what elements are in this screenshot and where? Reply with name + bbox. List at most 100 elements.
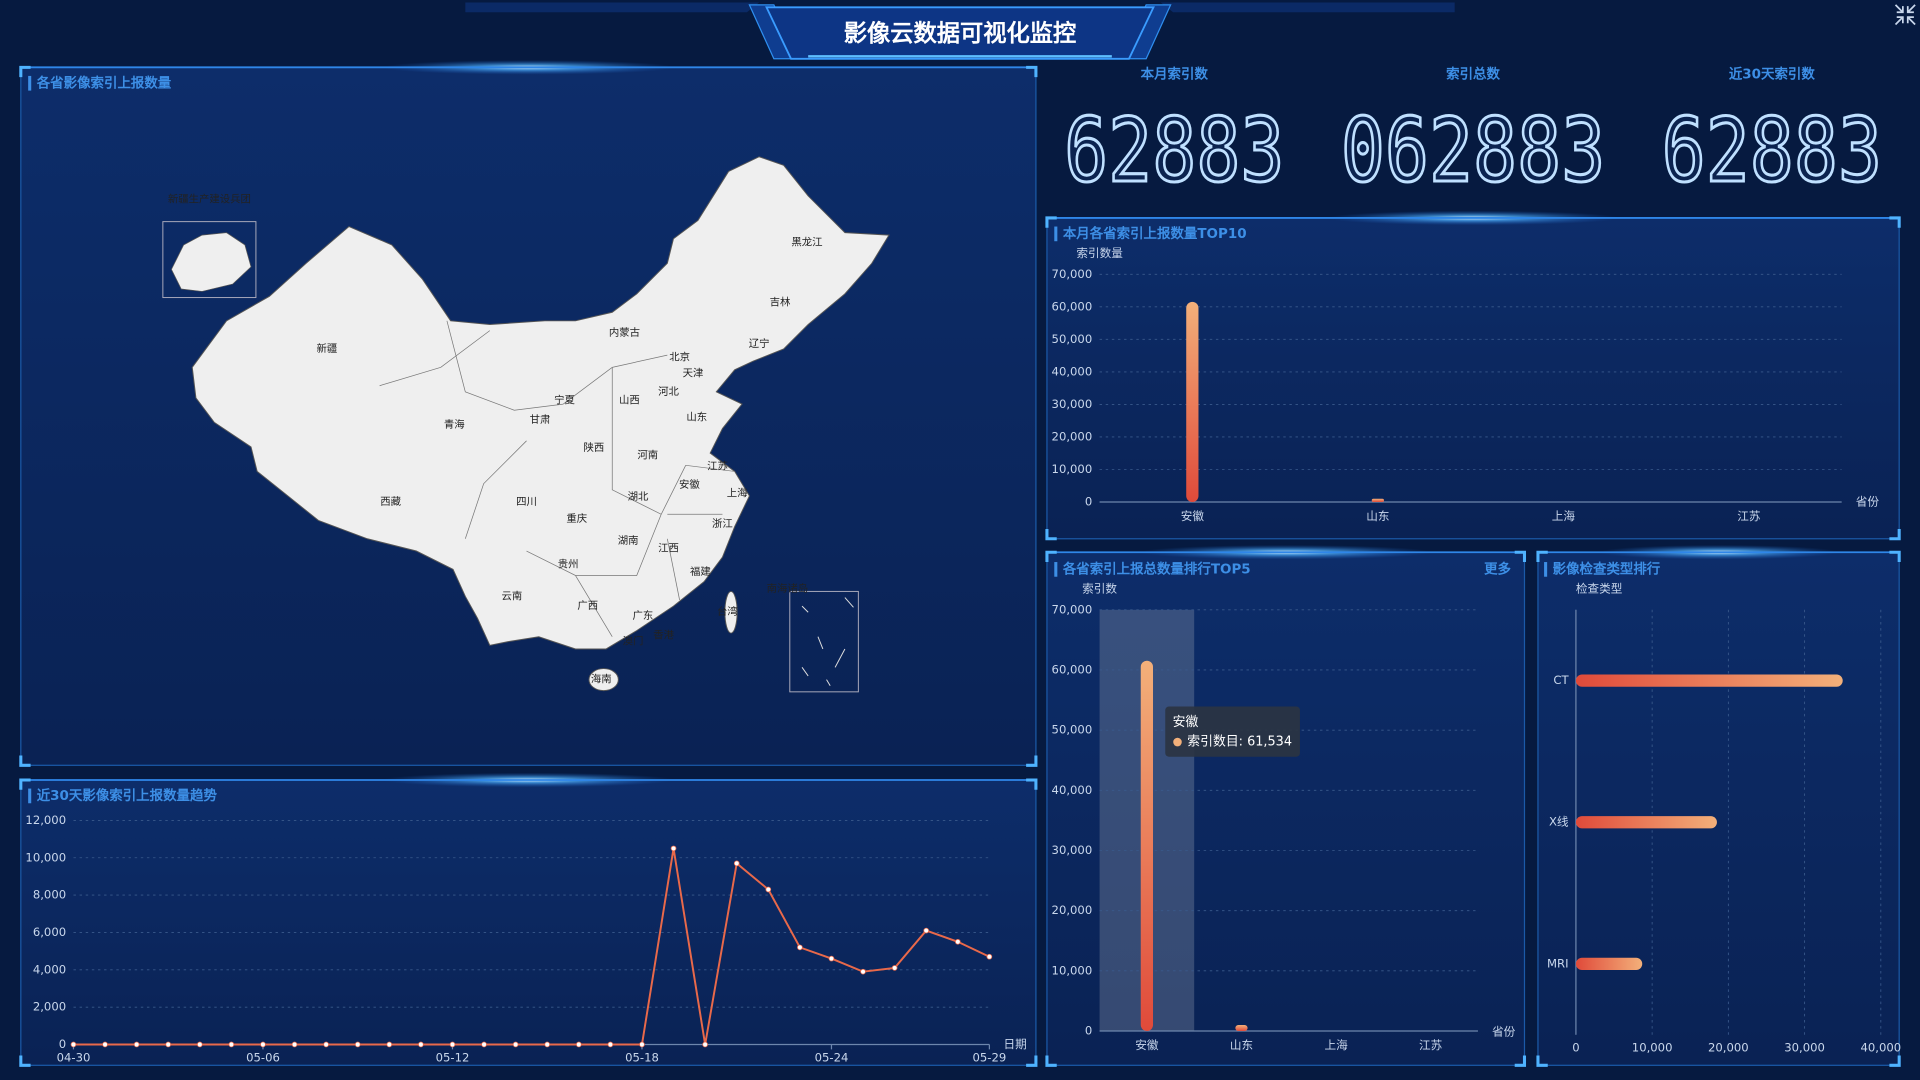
- data-point: [639, 1041, 645, 1048]
- province-label: 黑龙江: [791, 235, 822, 248]
- y-tick-label: 10,000: [1052, 963, 1093, 977]
- y-tick-label: MRI: [1547, 956, 1569, 970]
- x-tick-label: 30,000: [1784, 1041, 1825, 1055]
- province-label: 湖北: [628, 491, 649, 503]
- panel-title: 影像检查类型排行: [1553, 560, 1661, 577]
- panels: [19, 60, 1901, 1067]
- y-tick-label: 0: [59, 1037, 66, 1051]
- data-point: [70, 1041, 77, 1048]
- x-tick-label: 40,000: [1860, 1041, 1901, 1055]
- x-tick-label: 安徽: [1181, 509, 1205, 523]
- data-point: [165, 1041, 172, 1048]
- panel: [1537, 551, 1900, 1066]
- province-label: 云南: [501, 589, 522, 602]
- x-axis-name: 省份: [1856, 495, 1880, 509]
- x-tick-label: 安徽: [1135, 1038, 1159, 1052]
- province-label: 台湾: [717, 605, 738, 618]
- y-tick-label: 12,000: [25, 813, 66, 827]
- title-marker: [1054, 562, 1058, 577]
- panel: [20, 779, 1037, 1066]
- y-tick-label: 40,000: [1052, 364, 1093, 378]
- kpi-value: 062883: [1341, 99, 1605, 202]
- y-tick-label: 20,000: [1052, 903, 1093, 917]
- charts: 各省影像索引上报数量 本月索引数 62883 索引总数 062883 近30天索引数 628…: [25, 66, 1901, 1065]
- data-point: [765, 886, 772, 893]
- x-tick-label: 山东: [1366, 509, 1389, 523]
- province-label: 浙江: [712, 518, 733, 530]
- x-tick-label: 江苏: [1419, 1038, 1443, 1052]
- province-label: 辽宁: [749, 337, 770, 350]
- tooltip-text: 索引数目: 61,534: [1187, 735, 1292, 750]
- bar: [1140, 660, 1154, 1032]
- province-label: 四川: [516, 496, 537, 508]
- y-tick-label: X线: [1549, 815, 1569, 829]
- data-point: [923, 927, 930, 934]
- y-tick-label: 60,000: [1052, 662, 1093, 676]
- y-tick-label: 20,000: [1052, 429, 1093, 443]
- province-label: 海南: [591, 673, 612, 686]
- province-label: 广东: [632, 609, 653, 622]
- y-tick-label: CT: [1553, 673, 1569, 687]
- x-tick-label: 05-24: [815, 1050, 849, 1064]
- tooltip-dot: [1173, 737, 1182, 747]
- province-label: 山东: [686, 411, 707, 424]
- data-point: [418, 1041, 424, 1048]
- data-point: [449, 1041, 456, 1048]
- y-tick-label: 70,000: [1052, 267, 1093, 281]
- header-plate: [765, 6, 1155, 60]
- bar: [1575, 674, 1843, 687]
- inset-box: [162, 221, 257, 299]
- bar: [1575, 816, 1717, 829]
- more-link[interactable]: 更多: [1484, 560, 1511, 577]
- province-label: 湖南: [618, 534, 639, 547]
- panel-title: 各省影像索引上报数量: [36, 74, 172, 91]
- header: 影像云数据可视化监控: [465, 2, 1455, 60]
- data-point: [102, 1041, 108, 1048]
- x-tick-label: 上海: [1552, 509, 1576, 523]
- y-tick-label: 6,000: [33, 925, 66, 939]
- data-point: [544, 1041, 551, 1048]
- data-point: [986, 953, 993, 960]
- panel-corner: [1045, 550, 1527, 1067]
- panel-title: 近30天影像索引上报数量趋势: [37, 787, 218, 804]
- x-tick-label: 0: [1572, 1041, 1579, 1055]
- data-point: [133, 1041, 140, 1048]
- data-point: [481, 1041, 487, 1048]
- trend-line: [73, 848, 990, 1046]
- province-label: 西藏: [380, 496, 401, 508]
- data-point: [512, 1041, 519, 1048]
- x-tick-label: 04-30: [57, 1050, 91, 1064]
- y-tick-label: 8,000: [33, 888, 66, 902]
- panel-title: 本月各省索引上报数量TOP10: [1063, 225, 1247, 242]
- province-label: 河北: [658, 386, 679, 398]
- fullscreen-toggle[interactable]: [1894, 4, 1916, 26]
- data-point: [860, 968, 866, 975]
- province-label: 天津: [683, 367, 704, 379]
- panel-title: 各省索引上报总数量排行TOP5: [1062, 560, 1251, 577]
- x-tick-label: 05-12: [436, 1050, 470, 1064]
- y-tick-label: 50,000: [1052, 332, 1093, 346]
- tooltip-box: [1165, 706, 1300, 757]
- data-point: [828, 955, 835, 962]
- province-label: 吉林: [770, 295, 791, 308]
- data-point: [670, 845, 677, 852]
- data-point: [291, 1041, 298, 1048]
- province-label: 新疆: [317, 342, 338, 355]
- page-title: 影像云数据可视化监控: [844, 20, 1077, 47]
- province-label: 江西: [658, 543, 679, 555]
- bar: [1371, 498, 1384, 503]
- title-marker: [28, 75, 32, 91]
- y-tick-label: 70,000: [1052, 602, 1093, 616]
- data-point: [797, 944, 803, 951]
- y-axis-name: 检查类型: [1576, 581, 1623, 595]
- bar: [1186, 301, 1199, 503]
- province-label: 香港: [653, 630, 674, 642]
- province-label: 山西: [619, 394, 640, 406]
- y-tick-label: 0: [1085, 1024, 1092, 1038]
- fullscreen-icon[interactable]: [1894, 4, 1916, 26]
- province-label: 青海: [444, 418, 465, 431]
- panel-corner: [1045, 216, 1901, 541]
- x-axis-name: 日期: [1003, 1037, 1026, 1051]
